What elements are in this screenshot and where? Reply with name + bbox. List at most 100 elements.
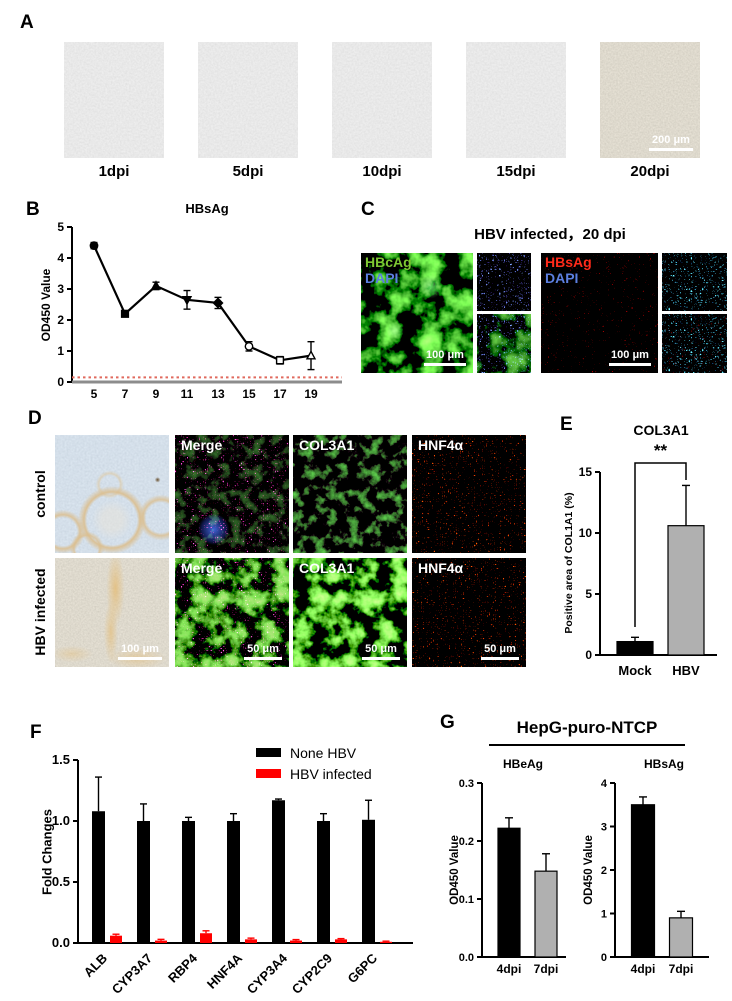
panel-a-label: A [20, 12, 34, 33]
svg-text:0: 0 [601, 952, 607, 964]
svg-text:4dpi: 4dpi [497, 962, 522, 976]
svg-text:7dpi: 7dpi [669, 962, 694, 976]
dapi-label-right: DAPI [545, 270, 579, 286]
svg-text:0.3: 0.3 [459, 778, 474, 790]
legend-item-hbv-infected: HBV infected [256, 763, 372, 784]
hnf4a-control-image: HNF4α [412, 435, 526, 553]
svg-text:0: 0 [57, 375, 64, 389]
hbcag-label: HBcAg [365, 254, 412, 270]
hbcag-dapi-image: HBcAg DAPI 100 μm [361, 253, 473, 373]
svg-text:10: 10 [579, 526, 593, 540]
panel-g-title: HepG-puro-NTCP [516, 718, 658, 737]
panel-a-image-10dpi [332, 42, 432, 158]
panel-a-image-1dpi [64, 42, 164, 158]
svg-text:4dpi: 4dpi [631, 962, 656, 976]
merge-inset-right-bottom [662, 314, 727, 373]
merge-control-image: Merge [175, 435, 289, 553]
merge-inset-left-bottom [477, 314, 531, 373]
brightfield-infected-image: 100 μm [55, 558, 169, 667]
scale-bar-50um-merge: 50 μm [244, 643, 282, 660]
col3a1-control-image: COL3A1 [293, 435, 407, 553]
legend: None HBV HBV infected [256, 742, 372, 784]
panel-a-caption-1dpi: 1dpi [98, 163, 130, 180]
svg-text:7dpi: 7dpi [534, 962, 559, 976]
svg-text:5: 5 [91, 387, 98, 401]
col3a1-label-control: COL3A1 [299, 437, 355, 453]
dapi-inset-right-top [662, 253, 727, 311]
svg-text:0.0: 0.0 [52, 935, 70, 950]
svg-text:0.1: 0.1 [459, 894, 474, 906]
panel-a-image-15dpi [466, 42, 566, 158]
scale-bar-100um-brightfield: 100 μm [118, 643, 162, 660]
row-label-hbv-infected: HBV infected [32, 568, 48, 656]
svg-text:4: 4 [601, 778, 608, 790]
panel-d-label: D [28, 408, 42, 429]
scale-bar-100um-left: 100 μm [424, 349, 466, 366]
panel-a-image-5dpi [198, 42, 298, 158]
panel-e-label: E [560, 414, 573, 435]
scale-bar-100um-right: 100 μm [609, 349, 651, 366]
svg-text:17: 17 [273, 387, 287, 401]
panel-f-label: F [30, 722, 42, 743]
panel-c-label: C [361, 199, 375, 220]
hnf4a-label-control: HNF4α [418, 437, 464, 453]
legend-item-none-hbv: None HBV [256, 742, 372, 763]
hbsag-subtitle: HBsAg [643, 757, 684, 771]
hbsag-dapi-image: HBsAg DAPI 100 μm [541, 253, 658, 373]
hbeag-bar-chart: 0.0 0.1 0.2 0.3 4dpi 7dpi [459, 778, 566, 976]
merge-label-control: Merge [181, 437, 223, 453]
col3a1-chart-title: COL3A1 [633, 422, 689, 438]
legend-swatch-none-hbv [256, 748, 281, 757]
svg-text:15: 15 [242, 387, 256, 401]
hbsag-chart-title: HBsAg [185, 201, 229, 216]
svg-text:9: 9 [153, 387, 160, 401]
svg-text:0: 0 [585, 648, 592, 662]
hbeag-subtitle: HBeAg [502, 757, 543, 771]
panel-g-title-underline [489, 744, 685, 746]
panel-a-caption-5dpi: 5dpi [232, 163, 264, 180]
row-label-control: control [32, 470, 48, 518]
hbsag-label: HBsAg [545, 254, 592, 270]
panel-a-caption-10dpi: 10dpi [362, 163, 402, 180]
svg-text:G6PC: G6PC [344, 950, 380, 986]
panel-g-label: G [440, 712, 455, 733]
dapi-inset-left-top [477, 253, 531, 311]
svg-text:CYP2C9: CYP2C9 [289, 951, 335, 997]
hbsag-line-chart: 0 1 2 3 4 5 5 7 9 11 13 15 17 19 [57, 220, 342, 401]
svg-text:7: 7 [122, 387, 129, 401]
legend-swatch-hbv-infected [256, 769, 281, 778]
svg-text:11: 11 [181, 387, 194, 401]
svg-text:5: 5 [57, 220, 64, 234]
svg-text:1.5: 1.5 [52, 752, 70, 767]
scale-bar-50um-hnf4a: 50 μm [481, 643, 519, 660]
brightfield-control-image [55, 435, 169, 553]
svg-text:CYP3A7: CYP3A7 [109, 951, 155, 997]
svg-text:RBP4: RBP4 [165, 950, 201, 986]
svg-text:1.0: 1.0 [52, 813, 70, 828]
hnf4a-infected-image: HNF4α 50 μm [412, 558, 526, 667]
merge-label-infected: Merge [181, 560, 223, 576]
col3a1-infected-image: COL3A1 50 μm [293, 558, 407, 667]
svg-text:0.0: 0.0 [459, 952, 474, 964]
svg-text:3: 3 [601, 822, 607, 834]
dapi-label-left: DAPI [365, 270, 399, 286]
svg-text:0.5: 0.5 [52, 874, 70, 889]
panel-b-label: B [26, 199, 40, 220]
panel-a-caption-20dpi: 20dpi [630, 163, 670, 180]
svg-text:Mock: Mock [618, 663, 652, 678]
svg-text:CYP3A4: CYP3A4 [244, 950, 291, 997]
svg-text:**: ** [654, 441, 668, 460]
panel-c-title: HBV infected，20 dpi [474, 226, 626, 243]
panel-a-caption-15dpi: 15dpi [496, 163, 536, 180]
svg-text:15: 15 [579, 465, 593, 479]
svg-text:4: 4 [57, 251, 64, 265]
svg-text:ALB: ALB [81, 951, 110, 980]
col3a1-label-infected: COL3A1 [299, 560, 355, 576]
svg-text:1: 1 [601, 909, 607, 921]
svg-text:HBV: HBV [672, 663, 700, 678]
panel-a-image-20dpi: 200 μm [600, 42, 700, 158]
merge-infected-image: Merge 50 μm [175, 558, 289, 667]
svg-text:HNF4A: HNF4A [204, 950, 246, 992]
